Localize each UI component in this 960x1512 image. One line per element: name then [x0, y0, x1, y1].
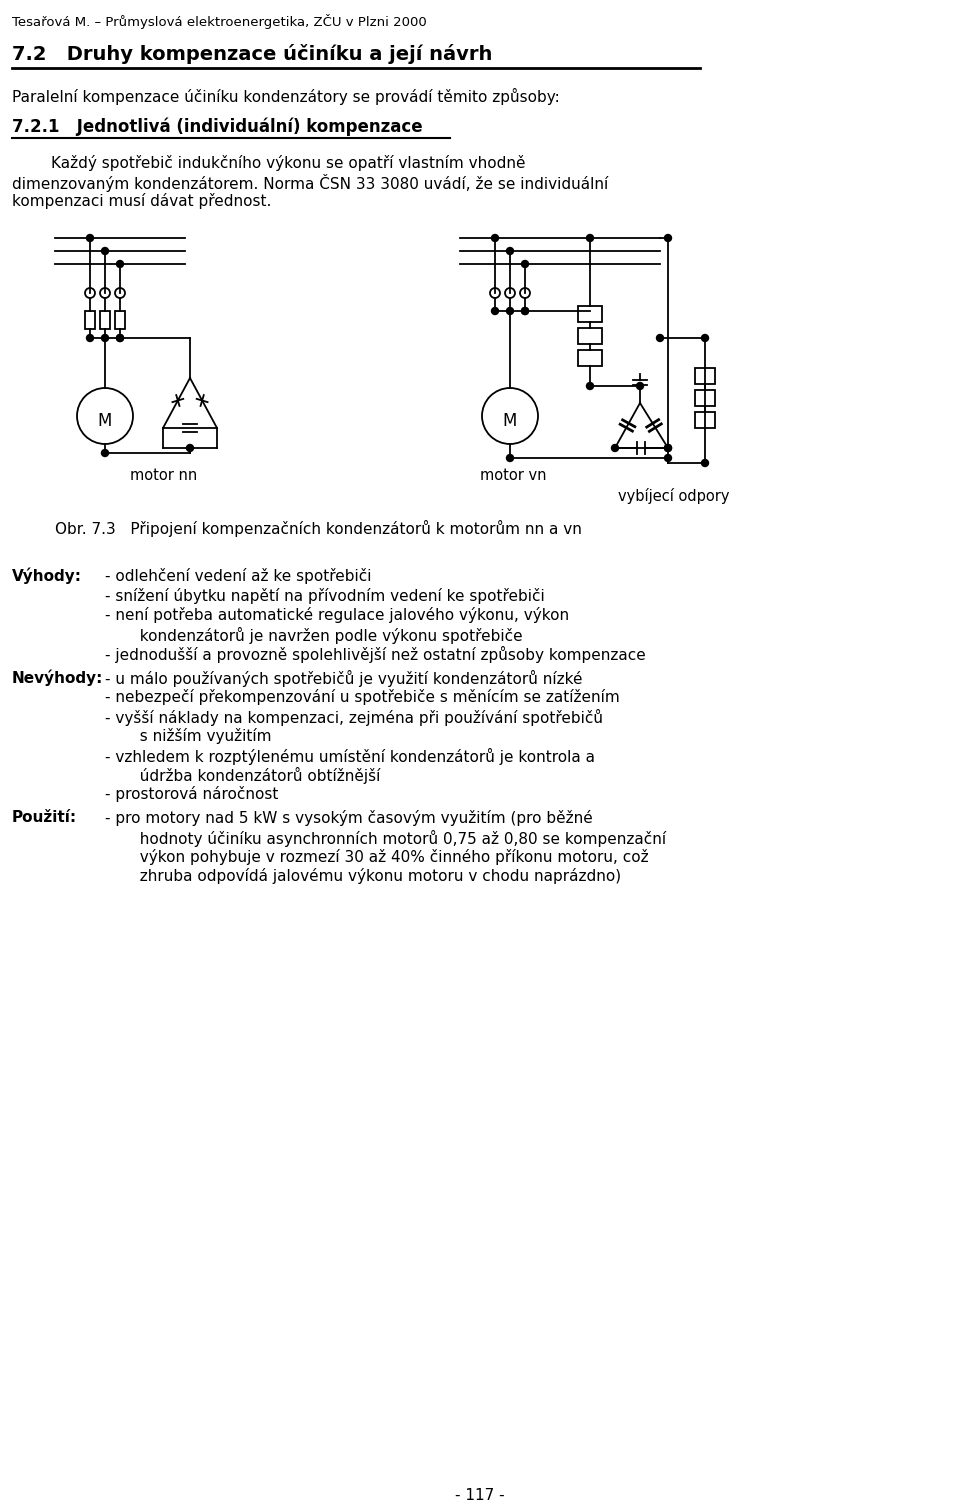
Text: - pro motory nad 5 kW s vysokým časovým využitím (pro běžné: - pro motory nad 5 kW s vysokým časovým …: [105, 810, 592, 826]
Bar: [695, 390, 715, 407]
Text: hodnoty účiníku asynchronních motorů 0,75 až 0,80 se kompenzační: hodnoty účiníku asynchronních motorů 0,7…: [130, 830, 666, 847]
Bar: [100, 311, 110, 330]
Circle shape: [664, 445, 671, 452]
Circle shape: [102, 334, 108, 342]
Text: - snížení úbytku napětí na přívodním vedení ke spotřebiči: - snížení úbytku napětí na přívodním ved…: [105, 588, 544, 603]
Text: Každý spotřebič indukčního výkonu se opatří vlastním vhodně: Každý spotřebič indukčního výkonu se opa…: [12, 156, 525, 171]
Text: motor nn: motor nn: [130, 469, 197, 482]
Circle shape: [521, 260, 529, 268]
Bar: [115, 311, 125, 330]
Circle shape: [636, 383, 643, 390]
Circle shape: [102, 248, 108, 254]
Circle shape: [587, 234, 593, 242]
Circle shape: [521, 307, 529, 314]
Bar: [578, 328, 602, 345]
Text: 7.2   Druhy kompenzace účiníku a její návrh: 7.2 Druhy kompenzace účiníku a její návr…: [12, 44, 492, 64]
Text: Paralelní kompenzace účiníku kondenzátory se provádí těmito způsoby:: Paralelní kompenzace účiníku kondenzátor…: [12, 88, 560, 104]
Bar: [578, 349, 602, 366]
Bar: [85, 311, 95, 330]
Text: Použití:: Použití:: [12, 810, 77, 826]
Text: - 117 -: - 117 -: [455, 1488, 505, 1503]
Text: kondenzátorů je navržen podle výkonu spotřebiče: kondenzátorů je navržen podle výkonu spo…: [130, 626, 522, 644]
Text: kompenzaci musí dávat přednost.: kompenzaci musí dávat přednost.: [12, 194, 272, 209]
Circle shape: [521, 307, 529, 314]
Circle shape: [612, 445, 618, 452]
Text: - jednodušší a provozně spolehlivější než ostatní způsoby kompenzace: - jednodušší a provozně spolehlivější ne…: [105, 646, 646, 664]
Circle shape: [664, 234, 671, 242]
Circle shape: [116, 260, 124, 268]
Text: zhruba odpovídá jalovému výkonu motoru v chodu naprázdno): zhruba odpovídá jalovému výkonu motoru v…: [130, 868, 621, 885]
Circle shape: [116, 334, 124, 342]
Text: Výhody:: Výhody:: [12, 569, 82, 585]
Text: motor vn: motor vn: [480, 469, 546, 482]
Circle shape: [102, 449, 108, 457]
Circle shape: [86, 334, 93, 342]
Text: - není potřeba automatické regulace jalového výkonu, výkon: - není potřeba automatické regulace jalo…: [105, 606, 569, 623]
Text: - vyšší náklady na kompenzaci, zejména při používání spotřebičů: - vyšší náklady na kompenzaci, zejména p…: [105, 709, 603, 726]
Text: - prostorová náročnost: - prostorová náročnost: [105, 786, 278, 803]
Bar: [695, 411, 715, 428]
Circle shape: [657, 334, 663, 342]
Text: dimenzovaným kondenzátorem. Norma ČSN 33 3080 uvádí, že se individuální: dimenzovaným kondenzátorem. Norma ČSN 33…: [12, 174, 609, 192]
Text: - vzhledem k rozptýlenému umístění kondenzátorů je kontrola a: - vzhledem k rozptýlenému umístění konde…: [105, 747, 595, 765]
Circle shape: [492, 234, 498, 242]
Circle shape: [664, 445, 671, 452]
Text: 7.2.1   Jednotlivá (individuální) kompenzace: 7.2.1 Jednotlivá (individuální) kompenza…: [12, 118, 422, 136]
Circle shape: [492, 307, 498, 314]
Circle shape: [664, 455, 671, 461]
Text: M: M: [502, 411, 516, 429]
Bar: [695, 367, 715, 384]
Text: údržba kondenzátorů obtížnější: údržba kondenzátorů obtížnější: [130, 767, 380, 785]
Text: Obr. 7.3   Připojení kompenzačních kondenzátorů k motorům nn a vn: Obr. 7.3 Připojení kompenzačních kondenz…: [55, 520, 582, 537]
Circle shape: [86, 234, 93, 242]
Text: - odlehčení vedení až ke spotřebiči: - odlehčení vedení až ke spotřebiči: [105, 569, 372, 584]
Text: - nebezpečí překompenzování u spotřebiče s měnícím se zatížením: - nebezpečí překompenzování u spotřebiče…: [105, 689, 620, 705]
Text: výkon pohybuje v rozmezí 30 až 40% činného příkonu motoru, což: výkon pohybuje v rozmezí 30 až 40% činné…: [130, 850, 649, 865]
Circle shape: [587, 383, 593, 390]
Text: - u málo používaných spotřebičů je využití kondenzátorů nízké: - u málo používaných spotřebičů je využi…: [105, 670, 583, 686]
Text: Tesařová M. – Průmyslová elektroenergetika, ZČU v Plzni 2000: Tesařová M. – Průmyslová elektroenergeti…: [12, 14, 427, 29]
Bar: [578, 305, 602, 322]
Circle shape: [507, 455, 514, 461]
Circle shape: [702, 460, 708, 467]
Text: vybíjecí odpory: vybíjecí odpory: [618, 488, 730, 503]
Text: s nižším využitím: s nižším využitím: [130, 727, 272, 744]
Text: M: M: [97, 411, 111, 429]
Text: Nevýhody:: Nevýhody:: [12, 670, 104, 686]
Circle shape: [702, 334, 708, 342]
Circle shape: [186, 445, 194, 452]
Circle shape: [507, 307, 514, 314]
Circle shape: [116, 334, 124, 342]
Circle shape: [507, 248, 514, 254]
